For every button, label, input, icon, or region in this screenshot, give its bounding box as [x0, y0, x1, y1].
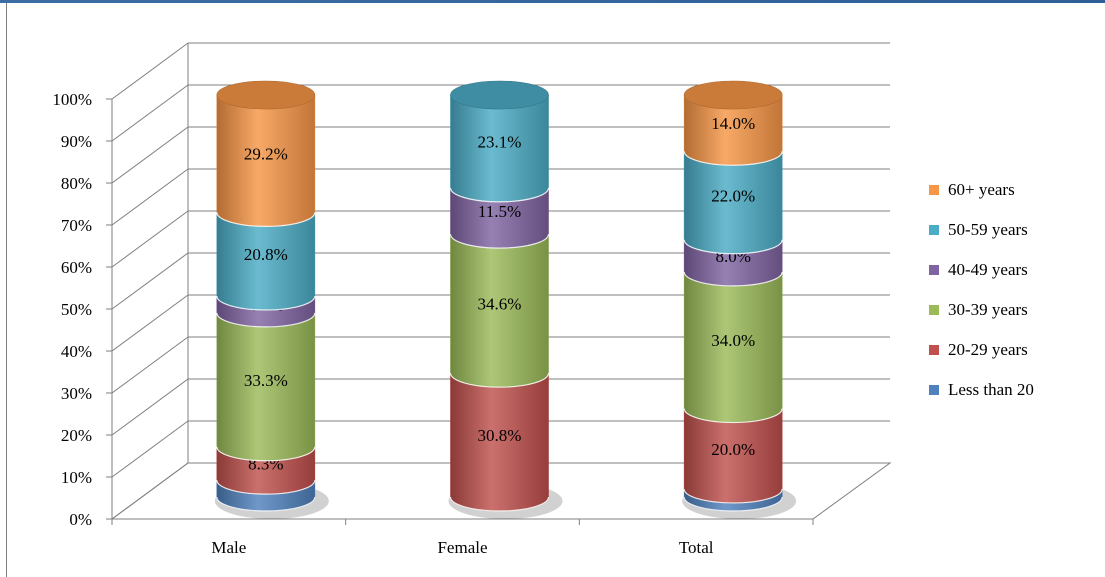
segment-rim [216, 480, 316, 495]
data-label: 34.0% [711, 331, 755, 350]
segment-rim [216, 496, 316, 512]
bars: 8.3%33.3%4.2%20.8%29.2%30.8%34.6%11.5%23… [214, 80, 797, 519]
segment-rim [216, 312, 316, 328]
legend-label: 50-59 years [948, 220, 1028, 239]
legend-label: 60+ years [948, 180, 1015, 199]
legend-swatch [929, 385, 939, 395]
y-tick-label: 40% [61, 342, 92, 361]
legend-swatch [929, 265, 939, 275]
x-axis-categories: Male Female Total [111, 519, 814, 557]
y-axis-ticks: 0% 10% 20% 30% 40% 50% 60% 70% 80% 90% 100% [52, 90, 112, 529]
legend-label: 40-49 years [948, 260, 1028, 279]
segment-rim [449, 187, 550, 203]
gridline-side [111, 336, 189, 394]
gridline-side [111, 462, 189, 520]
legend-label: 20-29 years [948, 340, 1028, 359]
data-label: 20.8% [244, 245, 288, 264]
data-label: 34.6% [478, 295, 522, 314]
x-category-label: Female [437, 538, 487, 557]
segment-rim [683, 239, 783, 255]
data-label: 29.2% [244, 145, 288, 164]
y-tick-label: 90% [61, 132, 92, 151]
segment-rim [449, 234, 550, 249]
legend-swatch [929, 345, 939, 355]
segment-rim [216, 446, 316, 462]
data-label: 33.3% [244, 371, 288, 390]
legend-label: Less than 20 [948, 380, 1034, 399]
segment-rim [683, 496, 783, 512]
legend-swatch [929, 225, 939, 235]
legend-swatch [929, 305, 939, 315]
segment-rim [683, 488, 783, 504]
data-label: 23.1% [478, 132, 522, 151]
data-label: 11.5% [478, 202, 521, 221]
cylinder-top [216, 80, 316, 110]
legend-label: 30-39 years [948, 300, 1028, 319]
gridline-side [111, 84, 189, 142]
y-tick-label: 20% [61, 426, 92, 445]
data-label: 20.0% [711, 440, 755, 459]
segment-rim [683, 271, 783, 287]
gridline-side [111, 252, 189, 310]
y-tick-label: 50% [61, 300, 92, 319]
y-tick-label: 80% [61, 174, 92, 193]
gridline-side [111, 168, 189, 226]
x-category-label: Total [679, 538, 714, 557]
data-label: 14.0% [711, 114, 755, 133]
y-tick-label: 10% [61, 468, 92, 487]
segment-rim [216, 212, 316, 227]
gridline-side [111, 210, 189, 268]
cylinder-top [450, 80, 549, 110]
gridline-side [111, 378, 189, 436]
data-label: 30.8% [478, 426, 522, 445]
legend: 60+ years 50-59 years 40-49 years 30-39 yea… [929, 180, 1034, 399]
cylinder-top [683, 80, 783, 110]
segment-rim [683, 408, 783, 424]
y-tick-label: 60% [61, 258, 92, 277]
legend-swatch [929, 185, 939, 195]
segment-rim [216, 295, 316, 311]
x-category-label: Male [211, 538, 246, 557]
gridline-side [111, 294, 189, 352]
y-tick-label: 0% [69, 510, 92, 529]
segment-rim [683, 151, 783, 166]
segment-rim [449, 373, 550, 388]
y-tick-label: 70% [61, 216, 92, 235]
frame-left-border [6, 3, 7, 577]
y-tick-label: 100% [52, 90, 92, 109]
frame-top-border [0, 0, 1105, 3]
gridline-side [111, 126, 189, 184]
gridline-side [111, 420, 189, 478]
segment-rim [449, 496, 550, 512]
data-label: 22.0% [711, 187, 755, 206]
gridline-side [111, 42, 189, 100]
y-tick-label: 30% [61, 384, 92, 403]
